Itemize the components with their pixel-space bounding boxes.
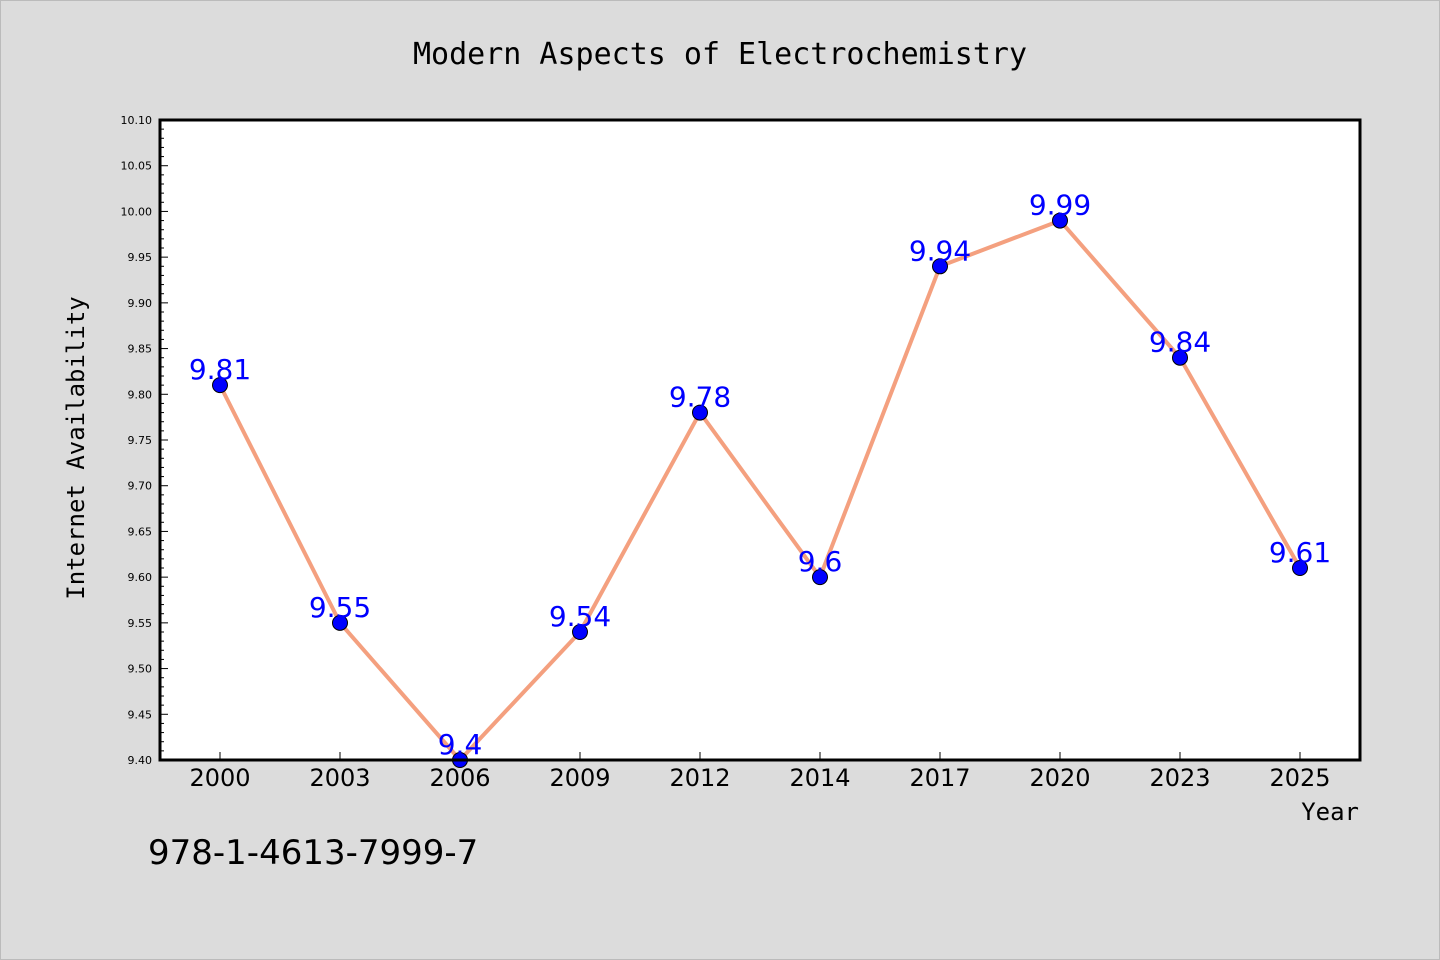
data-labels: 9.81 9.55 9.4 9.54 9.78 9.6 9.94 9.99 9.84 9.61 xyxy=(189,189,1331,761)
data-value-label: 9.78 xyxy=(669,381,731,414)
data-point-marker xyxy=(1172,349,1188,366)
x-tick-label: 2009 xyxy=(549,764,610,792)
data-value-label: 9.6 xyxy=(798,545,843,578)
x-axis-ticks: 2000 2003 2006 2009 2012 2014 2017 2020 2023 2025 xyxy=(189,752,1331,792)
x-axis-label: Year xyxy=(1301,798,1359,826)
data-value-label: 9.81 xyxy=(189,353,251,386)
y-tick-label: 10.05 xyxy=(121,160,153,173)
data-value-label: 9.61 xyxy=(1269,536,1331,569)
data-point-marker xyxy=(1292,560,1308,576)
chart-title: Modern Aspects of Electrochemistry xyxy=(413,37,1027,72)
y-tick-label: 9.45 xyxy=(128,708,153,721)
data-value-label: 9.4 xyxy=(438,728,483,761)
x-tick-label: 2014 xyxy=(789,764,850,792)
y-tick-label: 9.90 xyxy=(128,297,153,310)
y-tick-label: 9.80 xyxy=(128,388,153,401)
data-point-marker xyxy=(572,624,588,640)
y-tick-label: 9.60 xyxy=(128,571,153,584)
plot-area xyxy=(160,120,1360,760)
y-tick-label: 9.65 xyxy=(128,525,153,538)
y-tick-label: 9.70 xyxy=(128,480,153,493)
series-line xyxy=(218,218,1302,762)
y-tick-label: 9.50 xyxy=(128,663,153,676)
y-tick-label: 9.85 xyxy=(128,343,153,356)
y-tick-label: 9.40 xyxy=(128,754,153,767)
data-point-marker xyxy=(332,614,348,631)
y-axis-ticks: 9.40 9.45 9.50 9.55 9.60 9.65 9.70 9.75 9.80 9.85… xyxy=(121,114,168,767)
x-tick-label: 2023 xyxy=(1149,764,1210,792)
x-tick-label: 2003 xyxy=(309,764,370,792)
y-tick-label: 10.10 xyxy=(121,114,153,127)
data-value-label: 9.55 xyxy=(309,591,371,624)
x-tick-label: 2000 xyxy=(189,764,250,792)
data-value-label: 9.99 xyxy=(1029,189,1091,222)
x-tick-label: 2017 xyxy=(909,764,970,792)
x-tick-label: 2020 xyxy=(1029,764,1090,792)
x-tick-label: 2012 xyxy=(669,764,730,792)
y-tick-label: 9.75 xyxy=(128,434,153,447)
data-value-label: 9.84 xyxy=(1149,326,1211,359)
data-point-marker xyxy=(692,404,708,421)
data-value-label: 9.94 xyxy=(909,234,971,267)
x-tick-label: 2025 xyxy=(1269,764,1330,792)
data-point-marker xyxy=(1052,212,1068,229)
data-markers xyxy=(212,212,1308,768)
plot-frame xyxy=(158,118,1362,762)
data-point-marker xyxy=(212,377,228,394)
y-tick-label: 10.00 xyxy=(121,205,153,218)
y-axis-label: Internet Availability xyxy=(62,296,90,599)
data-point-marker xyxy=(932,258,948,275)
isbn-text: 978-1-4613-7999-7 xyxy=(148,833,478,873)
data-point-marker xyxy=(812,569,828,586)
x-tick-label: 2006 xyxy=(429,764,490,792)
data-value-label: 9.54 xyxy=(549,600,611,633)
series-polyline xyxy=(218,218,1302,762)
y-tick-label: 9.55 xyxy=(128,617,153,630)
y-tick-label: 9.95 xyxy=(128,251,153,264)
